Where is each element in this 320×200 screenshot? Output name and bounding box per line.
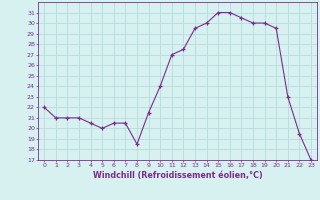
X-axis label: Windchill (Refroidissement éolien,°C): Windchill (Refroidissement éolien,°C)	[93, 171, 262, 180]
